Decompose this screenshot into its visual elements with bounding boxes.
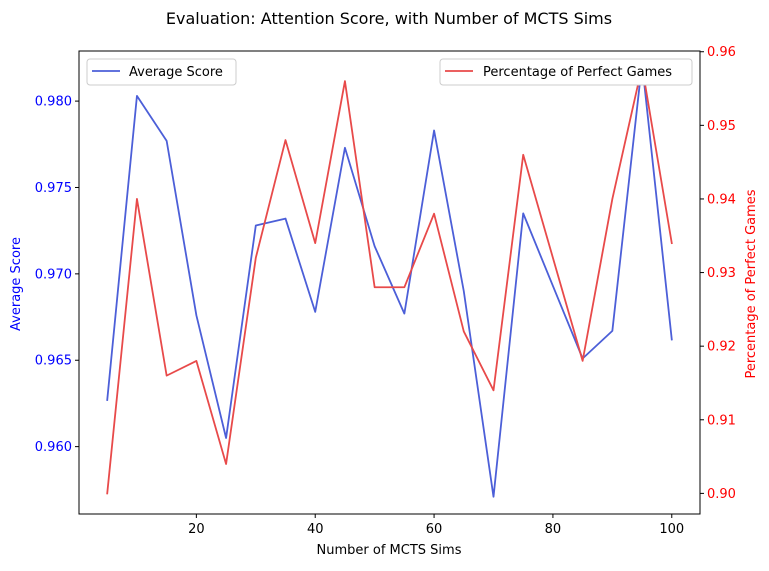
- x-axis-label: Number of MCTS Sims: [317, 543, 462, 558]
- y-left-tick-label-0: 0.960: [35, 440, 72, 455]
- axes-layer: 20 40 60 80 100 0.960 0.965 0.970 0.975 0.980 0.90…: [35, 45, 736, 537]
- y-right-tick-label-6: 0.96: [707, 45, 736, 60]
- legend-right-frame: [439, 58, 693, 86]
- y-left-tick-label-1: 0.965: [35, 354, 72, 369]
- x-tick-label-100: 100: [659, 522, 684, 537]
- legend-right-label: Percentage of Perfect Games: [483, 65, 672, 80]
- series-layer: [106, 62, 673, 498]
- y-right-tick-label-3: 0.93: [707, 266, 736, 281]
- y-left-tick-label-3: 0.975: [35, 181, 72, 196]
- y-right-tick-label-4: 0.94: [707, 192, 736, 207]
- x-tick-label-60: 60: [426, 522, 443, 537]
- x-tick-label-20: 20: [188, 522, 205, 537]
- y-right-tick-label-2: 0.92: [707, 340, 736, 355]
- legend-left-frame: [86, 58, 237, 86]
- y-right-tick-label-5: 0.95: [707, 119, 736, 134]
- y-left-tick-label-4: 0.980: [35, 95, 72, 110]
- legend-perfect-games: Percentage of Perfect Games: [439, 58, 693, 86]
- series-line-percentage-of-perfect-games: [106, 65, 673, 495]
- x-tick-label-80: 80: [545, 522, 562, 537]
- y-right-axis-label: Percentage of Perfect Games: [744, 189, 759, 378]
- y-right-tick-label-1: 0.91: [707, 413, 736, 428]
- chart-title: Evaluation: Attention Score, with Number…: [166, 9, 612, 28]
- plot-frame: [78, 50, 701, 515]
- legend-left-label: Average Score: [129, 65, 223, 80]
- x-tick-label-40: 40: [307, 522, 324, 537]
- y-right-tick-label-0: 0.90: [707, 487, 736, 502]
- y-left-axis-label: Average Score: [9, 237, 24, 331]
- legend-average-score: Average Score: [86, 58, 237, 86]
- y-left-tick-label-2: 0.970: [35, 267, 72, 282]
